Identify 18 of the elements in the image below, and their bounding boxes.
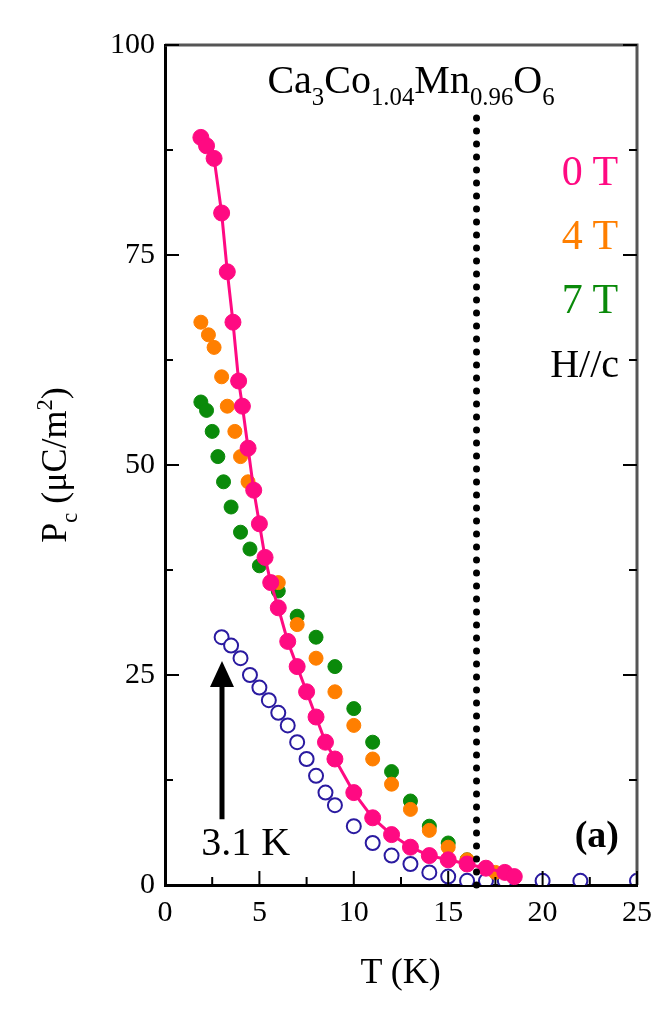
x-axis-title: T (K) xyxy=(360,951,441,991)
y-tick-label: 50 xyxy=(125,445,155,479)
y-tick-label: 25 xyxy=(125,655,155,689)
x-tick-label: 5 xyxy=(251,893,267,927)
y-axis-title: Pc (μC/m2) xyxy=(31,387,82,543)
x-tick-label: 20 xyxy=(527,893,558,927)
x-tick-label: 25 xyxy=(622,893,652,927)
text: 0 T xyxy=(561,148,619,194)
y-tick-label: 100 xyxy=(110,25,155,59)
legend-title: H//c xyxy=(550,341,620,386)
text: 4 T xyxy=(561,212,619,258)
y-tick-label: 0 xyxy=(140,865,155,899)
annotation: (a) xyxy=(574,813,619,856)
y-tick-label: 75 xyxy=(125,235,155,269)
x-tick-label: 15 xyxy=(433,893,464,927)
text: 7 T xyxy=(561,276,619,322)
annotation: 3.1 K xyxy=(201,819,291,864)
x-tick-label: 10 xyxy=(338,893,369,927)
